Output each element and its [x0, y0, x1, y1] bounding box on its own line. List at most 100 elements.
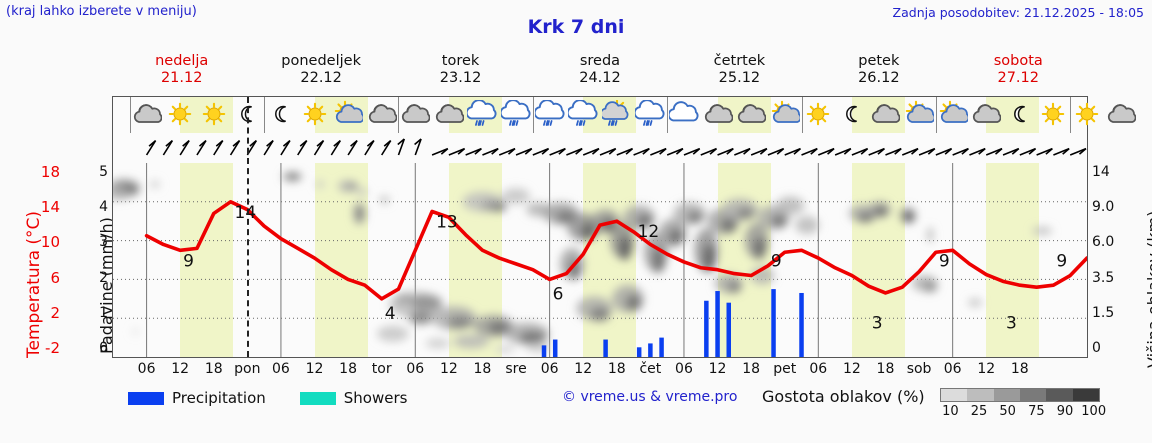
- wind-barb: [1069, 147, 1087, 156]
- temperature-value-label: 9: [939, 251, 950, 271]
- wind-barb: [868, 147, 885, 156]
- wind-barb: [1019, 147, 1037, 156]
- wind-barb: [465, 147, 482, 156]
- x-tick-sre: sre: [505, 361, 527, 377]
- x-tick-06: 06: [540, 361, 559, 377]
- cloud-density-tick: 10: [942, 404, 959, 419]
- day-header-row: nedelja 21.12 ponedeljek 22.12 torek 23.12 sre…: [112, 50, 1088, 94]
- day-date: 25.12: [718, 70, 761, 86]
- precipitation-bar: [636, 347, 642, 357]
- wind-barb: [717, 147, 734, 156]
- x-tick-sob: sob: [906, 361, 932, 377]
- x-tick-06: 06: [406, 361, 425, 377]
- day-header-torek: torek 23.12: [391, 50, 530, 94]
- cloud-density-tick: 75: [1028, 404, 1045, 419]
- precipitation-bar: [799, 292, 804, 357]
- weather-icon-moon-cloud: [365, 97, 399, 133]
- current-time-marker: [247, 97, 250, 357]
- day-name: ponedeljek: [281, 53, 361, 69]
- wind-barb: [633, 147, 650, 156]
- wind-barb: [196, 139, 207, 156]
- cloud-density-tick: 25: [970, 404, 988, 419]
- x-tick-čet: čet: [639, 361, 662, 377]
- wind-barb: [431, 147, 449, 156]
- temperature-axis-title: Temperatura (°C): [2, 172, 44, 362]
- wind-barb: [515, 147, 533, 156]
- weather-icon-sun: [801, 97, 835, 133]
- temperature-value-label: 13: [436, 213, 458, 233]
- weather-icon-moon-cloud: [1104, 97, 1138, 133]
- weather-icon-moon: [264, 97, 298, 133]
- weather-icon-cloud-rain: [465, 97, 499, 133]
- temperature-precipitation-svg: 914413612939393: [113, 163, 1087, 357]
- day-date: 26.12: [858, 70, 900, 86]
- cloud-density-swatch-3: [1019, 389, 1047, 401]
- weather-icon-cloud-rain: [533, 97, 567, 133]
- daylight-band: [851, 163, 906, 357]
- last-updated-label: Zadnja posodobitev: 21.12.2025 - 18:05: [892, 5, 1144, 20]
- daylight-band: [583, 163, 637, 357]
- weather-icon-sun-cloud: [936, 97, 970, 133]
- icon-day-separator: [398, 97, 400, 133]
- x-tick-12: 12: [708, 361, 727, 377]
- weather-icon-cloud-rain: [499, 97, 533, 133]
- weather-icon-moon: [835, 97, 869, 133]
- cloud-tick-5: 0: [1092, 340, 1101, 356]
- temperature-value-label: 4: [385, 304, 396, 324]
- weather-icon-sun-cloud: [902, 97, 936, 133]
- cloud-tick-2: 6.0: [1092, 234, 1115, 251]
- wind-barb-row: [113, 133, 1087, 163]
- wind-barb: [700, 147, 718, 156]
- cloud-tick-3: 3.5: [1092, 269, 1115, 286]
- icon-day-separator: [935, 97, 937, 133]
- precipitation-legend-label: Precipitation: [172, 389, 266, 407]
- wind-barb: [818, 147, 835, 156]
- day-header-sobota: sobota 27.12: [949, 50, 1088, 94]
- wind-barb: [885, 147, 902, 156]
- page-title: Krk 7 dni: [527, 16, 625, 38]
- x-tick-06: 06: [943, 361, 962, 377]
- weather-icon-sun: [163, 97, 197, 133]
- temperature-value-label: 3: [1006, 314, 1017, 334]
- day-date: 21.12: [160, 70, 203, 86]
- day-name: torek: [441, 53, 480, 69]
- series-legend: Precipitation Showers: [128, 388, 407, 408]
- precipitation-bar: [659, 337, 664, 357]
- wind-barb: [347, 139, 358, 156]
- icon-day-separator: [801, 97, 803, 133]
- precipitation-bar: [704, 300, 709, 357]
- x-tick-18: 18: [876, 361, 895, 377]
- wind-barb: [901, 147, 919, 156]
- day-name: nedelja: [155, 53, 209, 69]
- wind-barb: [566, 147, 583, 156]
- precipitation-bar: [648, 343, 653, 357]
- weather-icon-sun: [1036, 97, 1070, 133]
- precipitation-bar: [771, 289, 776, 357]
- precipitation-legend-swatch: [128, 391, 164, 405]
- wind-barb: [145, 139, 157, 156]
- weather-icon-moon-cloud: [432, 97, 466, 133]
- temp-tick-3: 6: [50, 268, 60, 287]
- prec-tick-5: 0: [99, 340, 108, 356]
- weather-icon-moon: [230, 97, 264, 133]
- cloud-height-axis-title-text: Višina oblakov (km): [1144, 210, 1152, 368]
- copyright-link[interactable]: © vreme.us & vreme.pro: [562, 389, 738, 405]
- wind-barb: [582, 147, 600, 156]
- precipitation-bar: [603, 339, 608, 357]
- x-tick-pet: pet: [773, 361, 797, 377]
- precipitation-bar: [726, 302, 731, 357]
- prec-tick-4: 1: [99, 304, 108, 321]
- icon-day-separator: [532, 97, 534, 133]
- weather-icon-sun: [1070, 97, 1104, 133]
- x-tick-18: 18: [204, 361, 223, 377]
- temperature-value-label: 9: [771, 251, 782, 271]
- temp-tick-4: 2: [50, 303, 60, 322]
- wind-barb: [935, 147, 953, 156]
- wind-barb: [179, 139, 190, 156]
- x-tick-18: 18: [607, 361, 626, 377]
- wind-barb: [448, 147, 466, 156]
- x-tick-06: 06: [272, 361, 290, 377]
- x-tick-06: 06: [137, 361, 156, 377]
- x-tick-12: 12: [842, 361, 861, 377]
- wind-barb: [397, 138, 406, 156]
